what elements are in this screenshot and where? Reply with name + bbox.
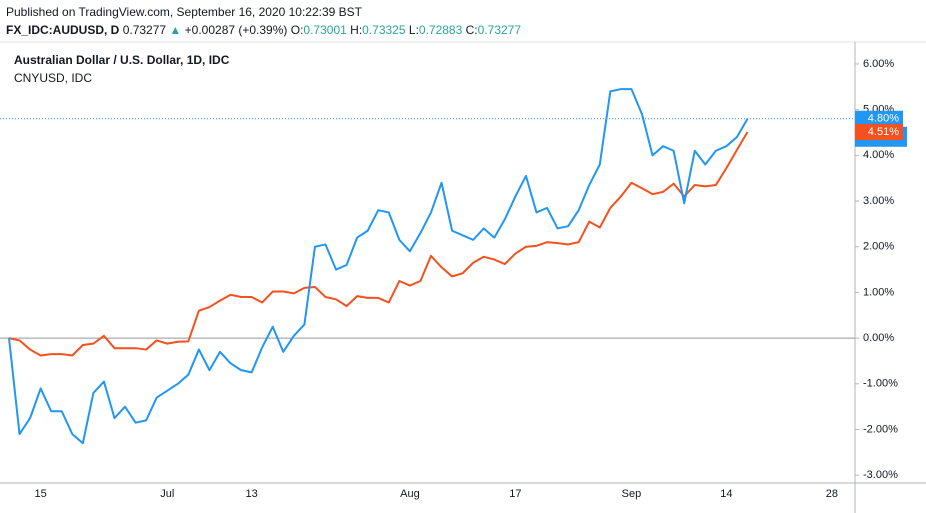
ohlc-value: 0.73001	[303, 23, 347, 37]
symbol: FX_IDC:AUDUSD, D	[6, 23, 120, 37]
y-tick-label: -2.00%	[863, 423, 898, 435]
symbol-bar: FX_IDC:AUDUSD, D 0.73277 ▲ +0.00287 (+0.…	[6, 23, 521, 37]
x-tick-label: 28	[826, 488, 838, 500]
ohlc-label: L:	[408, 23, 419, 37]
x-tick-label: 14	[720, 488, 732, 500]
y-tick-label: 0.00%	[863, 332, 894, 344]
last-price: 0.73277	[122, 23, 167, 37]
ohlc-label: H:	[350, 23, 363, 37]
series-line	[8, 131, 749, 357]
x-tick-label: 13	[246, 488, 258, 500]
y-tick-label: 3.00%	[863, 195, 894, 207]
x-tick-label: 15	[35, 488, 47, 500]
x-tick-label: Sep	[622, 488, 642, 500]
price-label-box	[855, 124, 903, 141]
published-note: Published on TradingView.com, September …	[6, 5, 363, 19]
y-tick-label: 6.00%	[863, 58, 894, 70]
x-tick-label: 17	[509, 488, 521, 500]
change-arrow: ▲	[169, 23, 182, 37]
price-label: 4.51%	[868, 126, 899, 138]
ohlc-value: 0.72883	[418, 23, 463, 37]
legend-entry: Australian Dollar / U.S. Dollar, 1D, IDC	[14, 53, 230, 67]
y-tick-label: 2.00%	[863, 241, 894, 253]
ohlc-value: 0.73325	[362, 23, 406, 37]
x-tick-label: Aug	[400, 488, 420, 500]
ohlc-label: O:	[290, 23, 304, 37]
ohlc-label: C:	[465, 23, 478, 37]
x-tick-label: Jul	[160, 488, 174, 500]
price-label-box	[855, 110, 903, 127]
y-tick-label: -3.00%	[863, 469, 898, 481]
price-label: 4.80%	[868, 113, 899, 125]
y-tick-label: 4.00%	[863, 149, 894, 161]
series-line	[8, 88, 749, 445]
ohlc-value: 0.73277	[477, 23, 522, 37]
legend-entry: CNYUSD, IDC	[14, 71, 92, 85]
change: +0.00287 (+0.39%)	[184, 23, 288, 37]
y-tick-label: 1.00%	[863, 286, 894, 298]
y-tick-label: -1.00%	[863, 378, 898, 390]
